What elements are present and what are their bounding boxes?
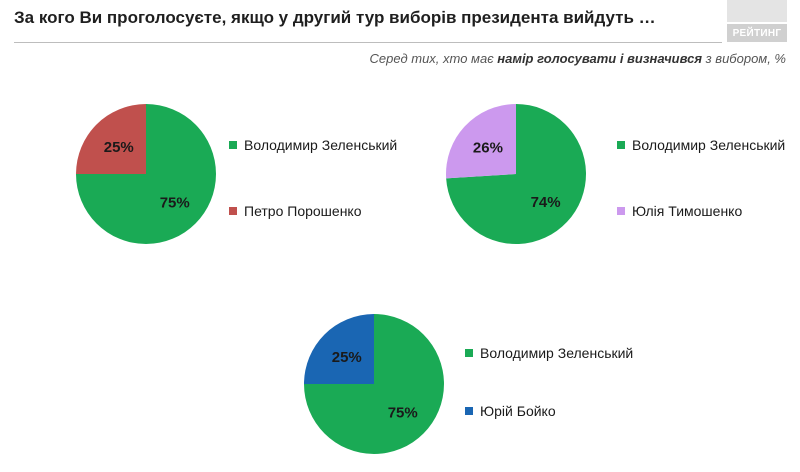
subtitle-pre: Серед тих, хто має [369, 51, 498, 66]
legend-label: Петро Порошенко [244, 203, 362, 219]
legend-label: Володимир Зеленський [244, 137, 398, 153]
legend-label: Юлія Тимошенко [632, 203, 743, 219]
legend-label: Володимир Зеленський [632, 137, 786, 153]
legend-item: Володимир Зеленський [617, 137, 785, 153]
legend-item: Юрій Бойко [465, 403, 556, 419]
legend-item: Петро Порошенко [229, 203, 362, 219]
pie-slice [76, 104, 146, 174]
legend-swatch [229, 207, 237, 215]
rating-logo: РЕЙТИНГ [727, 24, 787, 42]
pie-data-label: 74% [531, 194, 561, 211]
pie-data-label: 75% [160, 195, 190, 212]
title-divider [14, 42, 722, 43]
legend-label: Володимир Зеленський [480, 345, 634, 361]
pie-slice [446, 104, 586, 244]
pie-data-label: 25% [104, 139, 134, 156]
legend-item: Володимир Зеленський [465, 345, 633, 361]
legend-item: Юлія Тимошенко [617, 203, 742, 219]
pie-chart-zelensky-tymoshenko: 74% 26% [446, 104, 586, 244]
legend-swatch [465, 407, 473, 415]
subtitle-post: з вибором, % [702, 51, 786, 66]
legend-label: Юрій Бойко [480, 403, 556, 419]
logo-bar [727, 0, 787, 22]
pie-data-label: 75% [388, 405, 418, 422]
subtitle-bold: намір голосувати і визначився [497, 51, 703, 66]
pie-chart-zelensky-poroshenko: 75% 25% [76, 104, 216, 244]
subtitle: Серед тих, хто має намір голосувати і ви… [370, 51, 786, 66]
pie-data-label: 25% [332, 349, 362, 366]
pie-slice [446, 104, 516, 179]
legend-swatch [465, 349, 473, 357]
pie-slice [304, 314, 374, 384]
pie-chart-zelensky-boyko: 75% 25% [304, 314, 444, 454]
legend-item: Володимир Зеленський [229, 137, 397, 153]
page-title: За кого Ви проголосуєте, якщо у другий т… [14, 8, 656, 27]
pie-data-label: 26% [473, 140, 503, 157]
legend-swatch [617, 207, 625, 215]
legend-swatch [229, 141, 237, 149]
legend-swatch [617, 141, 625, 149]
